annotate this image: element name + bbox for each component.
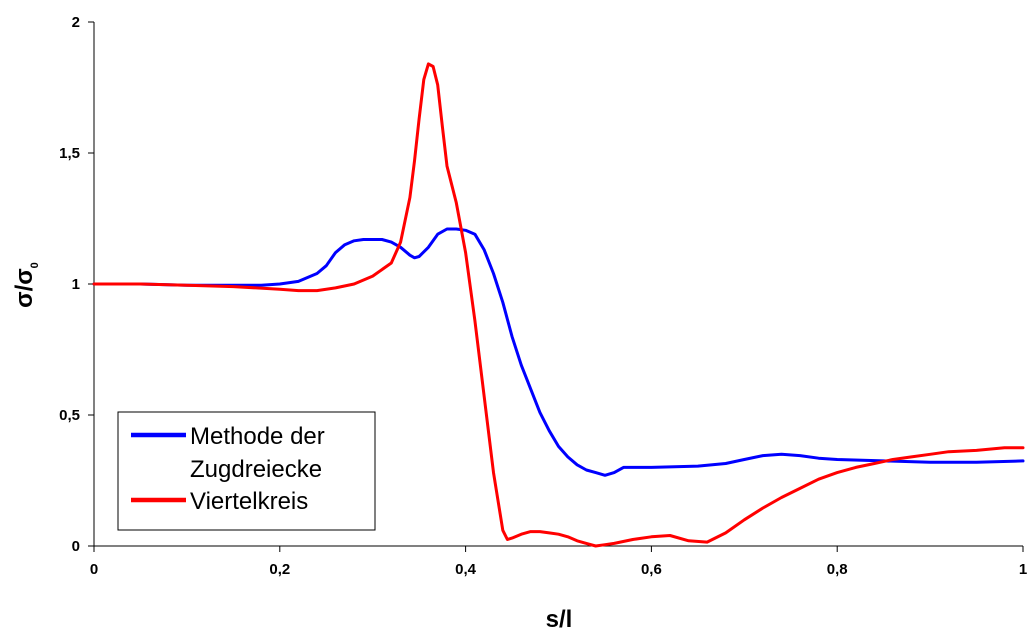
y-axis-title-main: σ/σ: [11, 268, 38, 308]
x-tick-label: 0,2: [269, 561, 290, 578]
legend-label-methode-line2: Zugdreiecke: [190, 456, 322, 483]
x-axis-title: s/l: [546, 606, 573, 633]
legend-label-viertelkreis: Viertelkreis: [190, 488, 308, 515]
svg-text:σ/σ0: σ/σ0: [11, 262, 41, 308]
y-tick-label: 0: [72, 538, 80, 555]
legend-label-methode-line1: Methode der: [190, 423, 325, 450]
x-tick-label: 0,8: [827, 561, 848, 578]
series-line-1: [92, 62, 1025, 548]
x-tick-label: 0,4: [455, 561, 477, 578]
y-tick-label: 1,5: [59, 145, 80, 162]
legend: Methode der Zugdreiecke Viertelkreis: [117, 411, 376, 531]
series-line-0: [92, 227, 1025, 477]
series-layer: [92, 62, 1025, 548]
y-tick-label: 1: [72, 276, 80, 293]
x-tick-label: 0,6: [641, 561, 662, 578]
x-tick-label: 0: [90, 561, 98, 578]
legend-box: [117, 411, 376, 531]
y-tick-label: 2: [72, 14, 80, 31]
x-tick-label: 1: [1019, 561, 1027, 578]
ticks: 0 0,2 0,4 0,6 0,8 1 0 0,5 1 1,5 2: [59, 14, 1027, 578]
y-axis-title: σ/σ0: [11, 262, 41, 308]
y-axis-title-subscript: 0: [29, 262, 41, 268]
y-tick-label: 0,5: [59, 407, 80, 424]
